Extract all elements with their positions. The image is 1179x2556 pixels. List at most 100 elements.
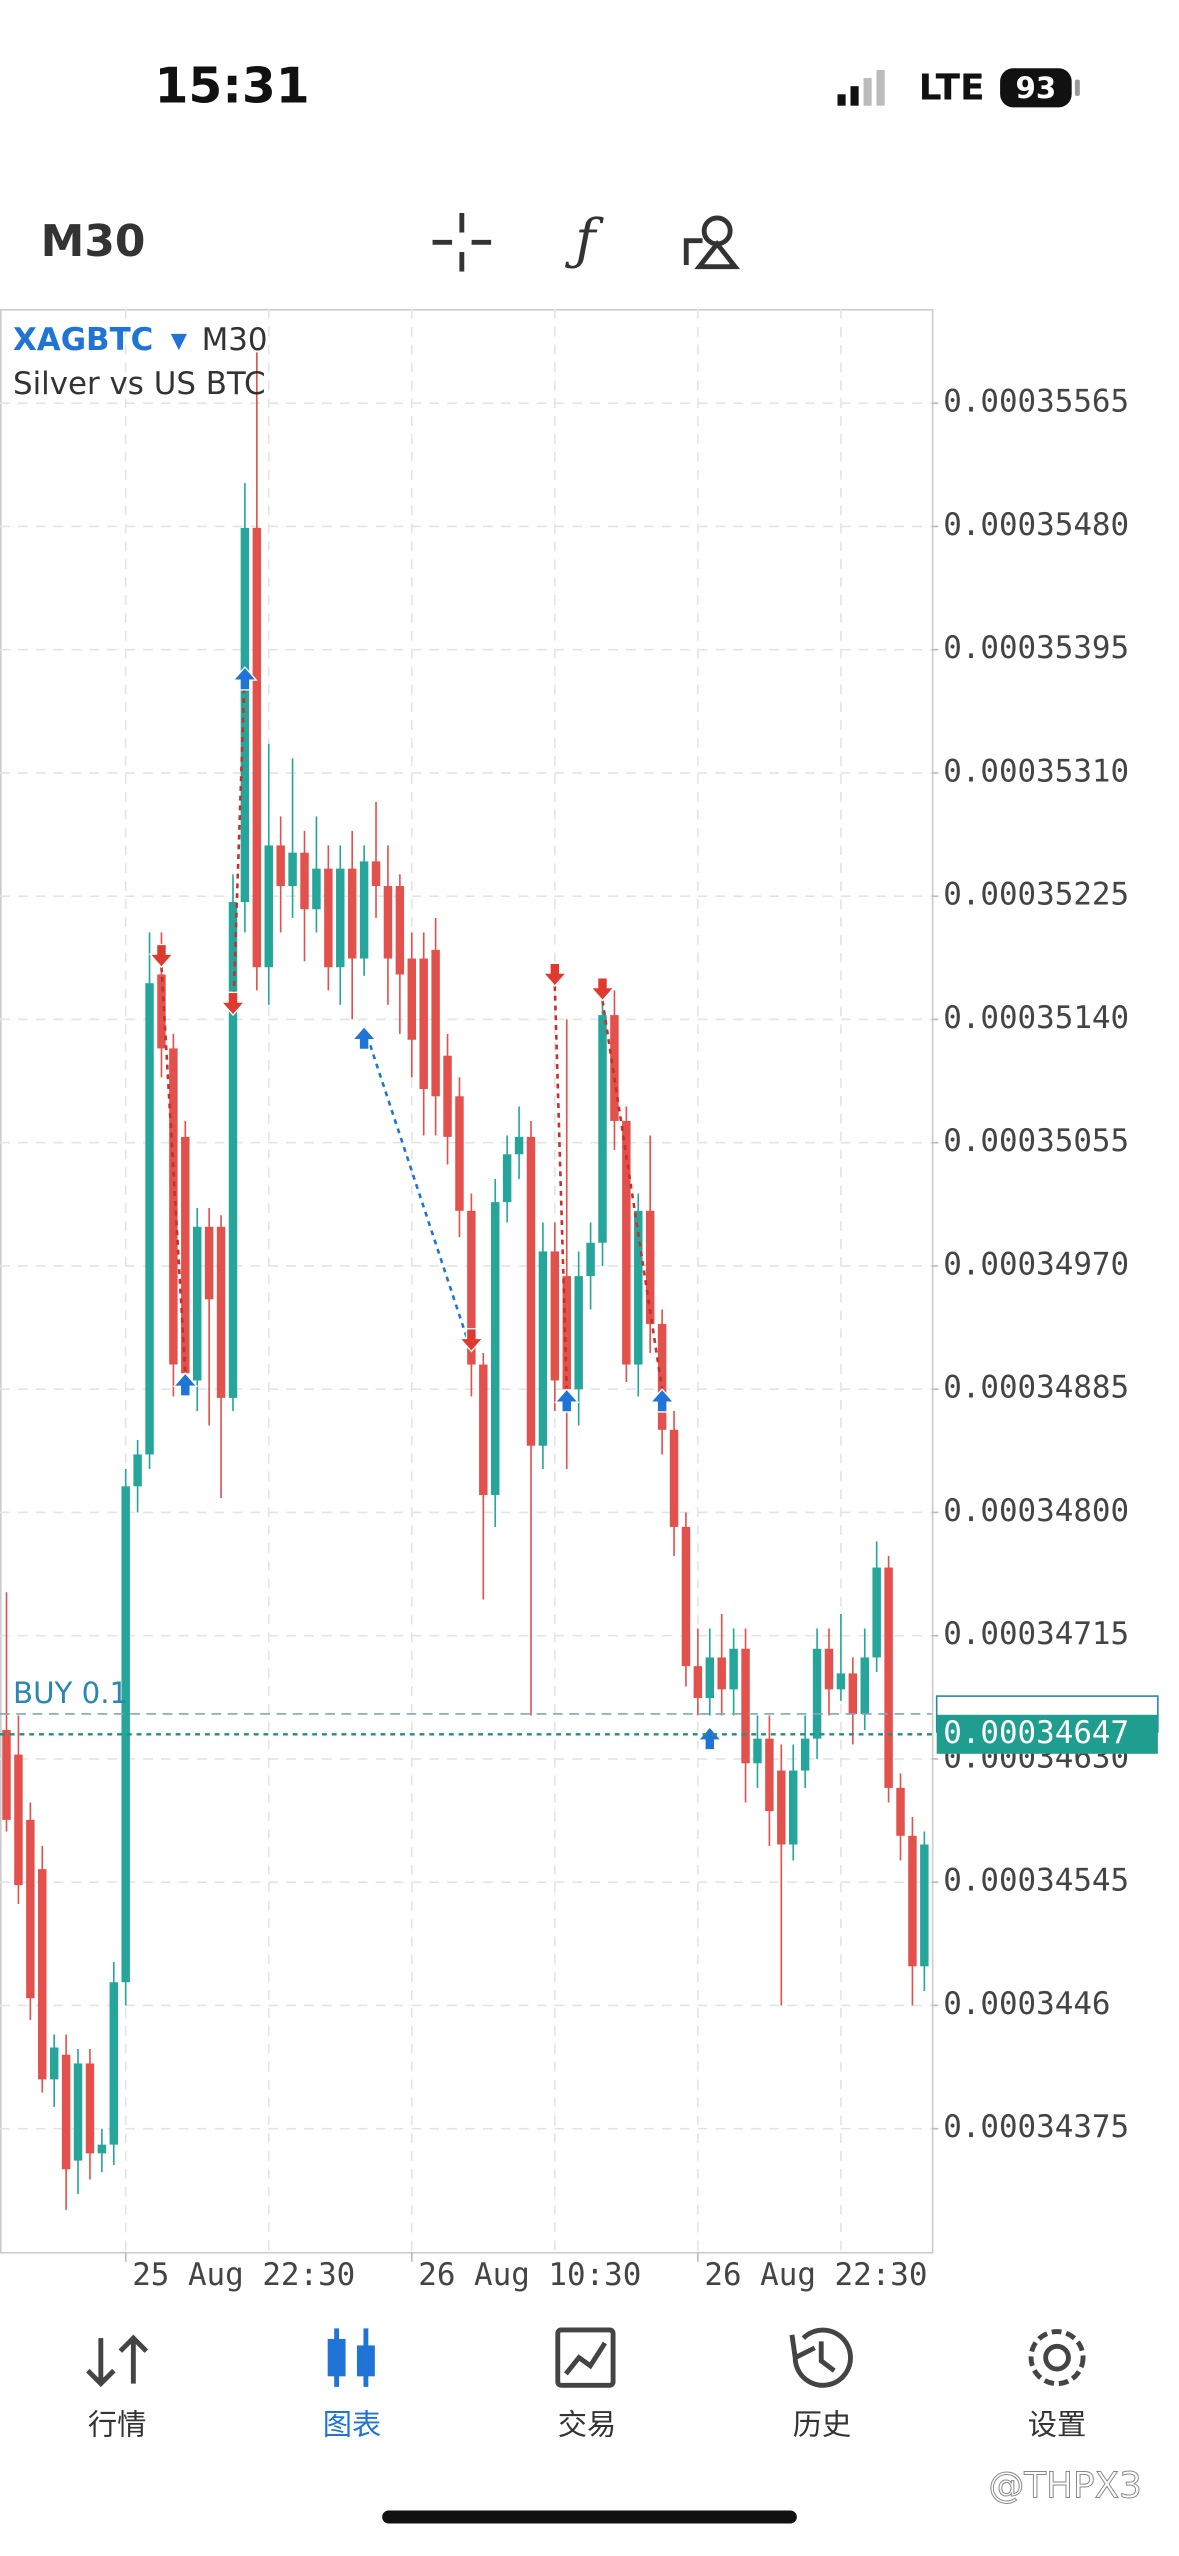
sell-arrow	[458, 1328, 485, 1353]
candle-body	[157, 974, 166, 1049]
battery-level: 93	[1016, 71, 1057, 105]
sell-arrow	[589, 977, 616, 1002]
candle-body	[300, 852, 309, 910]
candle-body	[145, 983, 154, 1455]
candle-body	[824, 1648, 834, 1690]
candle-body	[312, 868, 321, 910]
buy-arrow	[696, 1726, 723, 1751]
tab-label[interactable]: 历史	[793, 2407, 852, 2441]
candle-body	[610, 1015, 619, 1121]
candle-body	[908, 1835, 917, 1967]
candle-body	[562, 1276, 571, 1390]
y-tick-label: 0.00035225	[943, 877, 1129, 913]
y-tick-label: 0.00034885	[943, 1370, 1129, 1406]
position-label: BUY 0.1	[13, 1676, 128, 1710]
symbol-dropdown[interactable]: ▼	[171, 327, 188, 352]
candle-body	[753, 1738, 762, 1764]
y-tick-label: 0.00035140	[943, 1000, 1129, 1036]
candle-body	[204, 1226, 214, 1300]
candle-body	[192, 1226, 202, 1381]
candle-body	[860, 1657, 869, 1714]
candle-body	[73, 2063, 83, 2161]
tab-label[interactable]: 设置	[1028, 2407, 1087, 2441]
candle-body	[467, 1210, 476, 1365]
candle-body	[920, 1844, 929, 1967]
battery	[1000, 68, 1072, 108]
candle-body	[49, 2047, 59, 2080]
x-tick-label: 26 Aug 10:30	[418, 2257, 641, 2293]
candle-body	[574, 1276, 583, 1390]
candle-body	[407, 958, 417, 1040]
candle-body	[133, 1454, 142, 1487]
home-indicator	[382, 2510, 797, 2524]
buy-arrow	[172, 1372, 199, 1397]
candle-body	[228, 901, 238, 1398]
crosshair-icon[interactable]	[432, 213, 492, 272]
y-tick-label: 0.00035395	[943, 630, 1129, 666]
candle-body	[14, 1754, 23, 1886]
battery-cap	[1074, 79, 1080, 96]
tab-label[interactable]: 行情	[88, 2407, 147, 2441]
chart-frame	[0, 308, 934, 2254]
candle-body	[729, 1648, 738, 1690]
chart-timeframe: M30	[202, 322, 268, 358]
candle-body	[38, 1869, 47, 2080]
tab-icons	[86, 2327, 1086, 2388]
candle-body	[789, 1770, 798, 1845]
candle-body	[359, 861, 369, 959]
tab-label[interactable]: 图表	[323, 2407, 382, 2441]
candle-body	[777, 1770, 786, 1845]
candle-body	[812, 1648, 822, 1739]
candle-body	[836, 1673, 846, 1690]
indicator-icon[interactable]: ƒ	[564, 208, 604, 272]
candle-body	[765, 1738, 774, 1812]
tab-label[interactable]: 交易	[558, 2407, 617, 2441]
candle-body	[622, 1120, 631, 1365]
buy-arrow	[232, 666, 258, 691]
candle-body	[276, 845, 285, 887]
candle-body	[169, 1048, 178, 1365]
candle-body	[514, 1136, 524, 1155]
candle-body	[2, 1729, 11, 1820]
bid-label: 0.00034647	[943, 1715, 1129, 1751]
candle-body	[85, 2063, 95, 2154]
candle-body	[288, 852, 297, 887]
candle-body	[455, 1096, 464, 1211]
candle-body	[526, 1136, 536, 1446]
y-tick-label: 0.00035480	[943, 507, 1129, 543]
candle-body	[181, 1136, 190, 1374]
candle-body	[109, 1982, 119, 2145]
y-tick-label: 0.0003446	[943, 1986, 1110, 2022]
objects-icon[interactable]	[683, 215, 741, 270]
candle-body	[681, 1526, 691, 1667]
candle-body	[264, 845, 273, 968]
candle-body	[26, 1819, 35, 1999]
sell-arrow	[542, 962, 568, 988]
candle-body	[717, 1657, 726, 1690]
candle-body	[705, 1657, 715, 1699]
candle-body	[848, 1673, 858, 1714]
sell-arrow	[220, 991, 246, 1017]
candle-body	[324, 868, 333, 968]
y-tick-label: 0.00034545	[943, 1863, 1129, 1899]
timeframe-button[interactable]: M30	[41, 216, 146, 267]
candle-body	[97, 2144, 107, 2154]
bid-box	[936, 1714, 1158, 1754]
candle-body	[586, 1242, 595, 1277]
symbol[interactable]: XAGBTC	[13, 322, 153, 358]
candle-body	[431, 949, 440, 1097]
candle-body	[657, 1323, 667, 1430]
candle-body	[800, 1738, 810, 1771]
x-tick-label: 26 Aug 22:30	[704, 2257, 927, 2293]
buy-arrow	[553, 1388, 580, 1413]
y-tick-label: 0.00035565	[943, 384, 1129, 420]
candle-body	[693, 1666, 703, 1699]
sell-arrow	[148, 943, 175, 969]
candle-body	[741, 1648, 750, 1764]
candle-body	[479, 1364, 488, 1496]
y-tick-label: 0.00034800	[943, 1493, 1129, 1529]
candle-body	[872, 1567, 881, 1658]
trade-line	[601, 1000, 664, 1390]
